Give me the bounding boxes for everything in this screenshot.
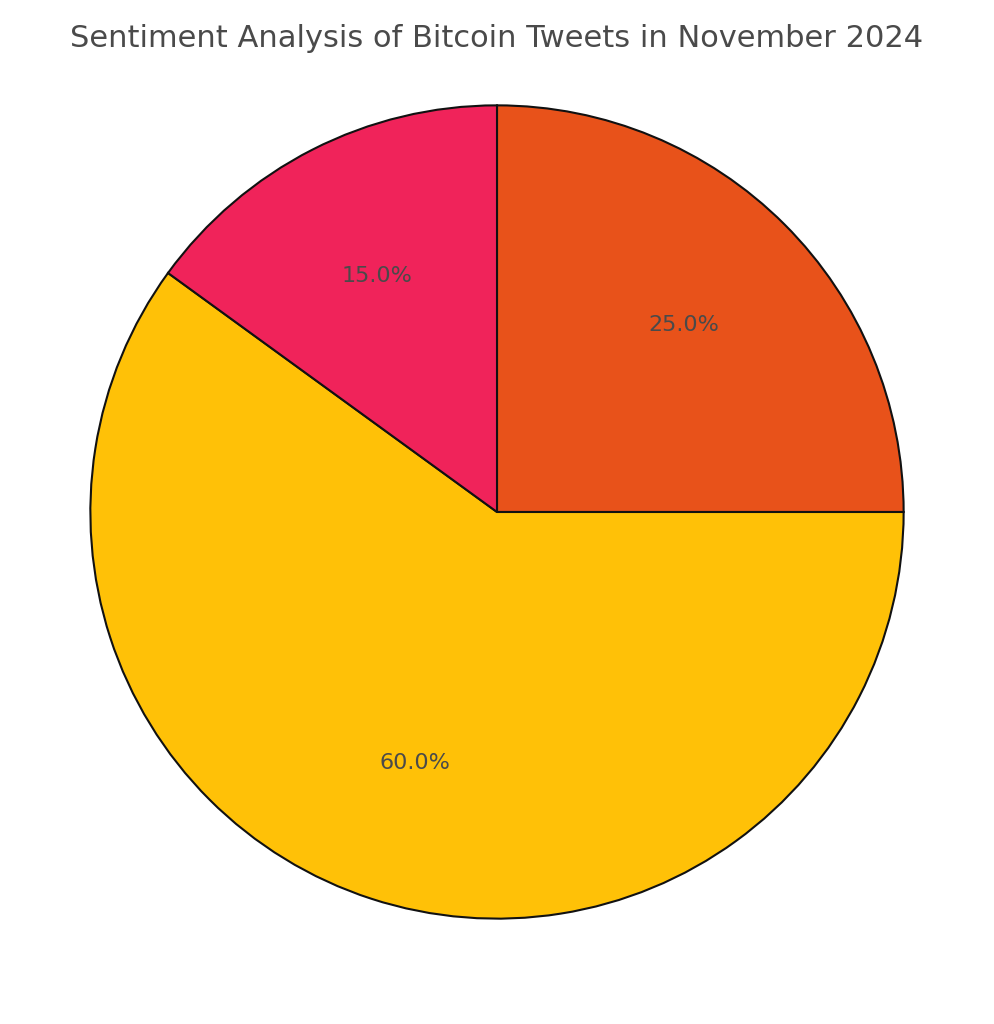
Title: Sentiment Analysis of Bitcoin Tweets in November 2024: Sentiment Analysis of Bitcoin Tweets in … [71,25,923,53]
Wedge shape [497,105,904,512]
Text: 60.0%: 60.0% [380,754,450,773]
Wedge shape [90,273,904,919]
Text: 15.0%: 15.0% [342,266,413,287]
Wedge shape [168,105,497,512]
Text: 25.0%: 25.0% [648,315,720,335]
